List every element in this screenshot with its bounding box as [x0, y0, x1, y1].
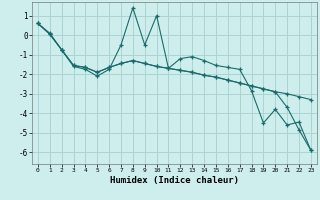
X-axis label: Humidex (Indice chaleur): Humidex (Indice chaleur)	[110, 176, 239, 185]
